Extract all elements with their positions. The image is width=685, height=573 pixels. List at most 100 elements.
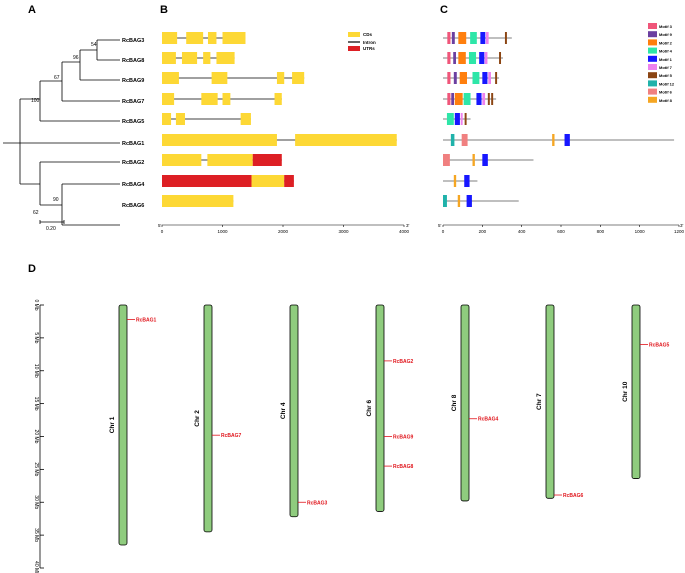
utr-region: [284, 175, 294, 187]
chromosome-bar: [203, 304, 213, 533]
mb-scale-label: 15 Mb: [33, 397, 39, 411]
tree-leaf-label: RcBAG8: [122, 58, 144, 64]
structure-axis-tick-label: 2000: [278, 229, 289, 234]
legend-swatch-cds: [348, 32, 360, 37]
motif-block: [457, 195, 461, 207]
cds-exon: [240, 113, 251, 125]
gene-locus-label: RcBAG2: [393, 359, 414, 365]
bootstrap-label: 62: [33, 210, 39, 216]
cds-exon: [162, 195, 234, 207]
motif-legend-label: Motif 2: [659, 40, 673, 45]
cds-exon: [175, 113, 185, 125]
cds-exon: [162, 154, 202, 166]
cds-exon: [276, 72, 285, 84]
motif-block: [463, 93, 471, 105]
chromosome-label: Chr 7: [536, 393, 543, 410]
motif-legend-label: Motif 6: [659, 90, 673, 95]
motif-legend-swatch: [648, 23, 657, 29]
tree-scale-bar: [39, 220, 65, 224]
cds-exon: [211, 72, 228, 84]
motif-legend-label: Motif 1: [659, 57, 673, 62]
gene-structure-legend: CDs Intron UTRs: [348, 32, 376, 51]
chromosome-bar: [460, 304, 470, 502]
motif-block: [443, 154, 450, 166]
motif-block: [443, 195, 447, 207]
motif-block: [504, 32, 507, 44]
motif-block: [472, 72, 480, 84]
structure-axis-tick-label: 0: [161, 229, 164, 234]
motif-block: [487, 93, 490, 105]
bootstrap-label: 54: [91, 42, 97, 48]
motif-block: [476, 93, 482, 105]
chromosome-bar: [289, 304, 299, 518]
motif-block: [459, 72, 467, 84]
chromosome-map-panel: 0 Mb 5 Mb 10 Mb 15 Mb 20 Mb 25 Mb 30 Mb 35 Mb 40…: [33, 299, 670, 573]
motif-block: [482, 72, 488, 84]
motif-block: [480, 32, 486, 44]
cds-exon: [201, 93, 218, 105]
motif-legend-swatch: [648, 47, 657, 54]
motif-block: [470, 32, 477, 44]
motif-legend-label: Motif 9: [659, 32, 673, 37]
tree-scale-label: 0.20: [46, 226, 56, 232]
motif-block: [447, 52, 451, 64]
motif-block: [454, 113, 460, 125]
tree-leaf-label: RcBAG6: [122, 203, 144, 209]
mb-scale-label: 35 Mb: [33, 528, 39, 542]
motif-legend-label: Motif 5: [659, 73, 673, 78]
motif-axis-3prime: 3': [680, 223, 684, 228]
motif-block: [446, 113, 454, 125]
mb-scale-label: 25 Mb: [33, 462, 39, 476]
motif-legend-swatch: [648, 88, 657, 95]
motif-axis-tick-label: 1200: [674, 229, 685, 234]
legend-label-cds: CDs: [363, 32, 372, 37]
chromosome-label: Chr 4: [280, 402, 287, 419]
motif-legend-swatch: [648, 96, 657, 103]
chromosome-label: Chr 6: [366, 400, 373, 417]
mb-scale-label: 30 Mb: [33, 495, 39, 509]
chromosome-bar: [631, 304, 641, 479]
panel-label-c: C: [440, 4, 448, 16]
motif-legend-swatch: [648, 72, 657, 79]
motif-block: [453, 175, 457, 187]
motif-axis-5prime: 5': [438, 223, 442, 228]
motif-legend-swatch: [648, 64, 657, 70]
motif-block: [464, 113, 467, 125]
motif-legend-swatch: [648, 80, 657, 87]
chromosome-label: Chr 10: [622, 381, 629, 402]
structure-axis-tick-label: 3000: [338, 229, 349, 234]
motif-block: [447, 93, 451, 105]
motif-legend-label: Motif 7: [659, 65, 673, 70]
tree-leaf-label: RcBAG9: [122, 78, 144, 84]
structure-axis-tick-label: 4000: [399, 229, 410, 234]
motif-block: [485, 32, 489, 44]
cds-exon: [162, 32, 178, 44]
structure-axis-5prime: 5': [158, 223, 162, 228]
gene-locus-label: RcBAG8: [393, 464, 414, 470]
motif-block: [460, 113, 463, 125]
cds-exon: [274, 93, 282, 105]
gene-locus-label: RcBAG7: [221, 433, 242, 439]
mb-scale-label: 5 Mb: [33, 332, 39, 343]
motif-block: [482, 93, 486, 105]
motif-block: [564, 134, 570, 146]
bootstrap-label: 96: [73, 55, 79, 61]
panel-label-d: D: [28, 263, 36, 275]
gene-locus-label: RcBAG4: [478, 417, 499, 423]
motif-block: [499, 52, 502, 64]
gene-locus-label: RcBAG3: [307, 500, 328, 506]
cds-exon: [162, 93, 175, 105]
cds-exon: [292, 72, 305, 84]
motif-panel: 0 200 400 600 800 1000 1200 5' 3': [438, 32, 685, 234]
mb-scale-label: 40 Mb: [33, 561, 39, 573]
tree-leaf-label: RcBAG3: [122, 38, 144, 44]
cds-exon: [207, 32, 217, 44]
motif-block: [484, 52, 488, 64]
motif-legend-label: Motif 4: [659, 49, 673, 54]
motif-block: [454, 93, 463, 105]
motif-axis-tick-label: 200: [479, 229, 487, 234]
utr-region: [162, 175, 252, 187]
motif-block: [453, 72, 457, 84]
motif-block: [491, 93, 494, 105]
tree-leaf-label: RcBAG2: [122, 160, 144, 166]
